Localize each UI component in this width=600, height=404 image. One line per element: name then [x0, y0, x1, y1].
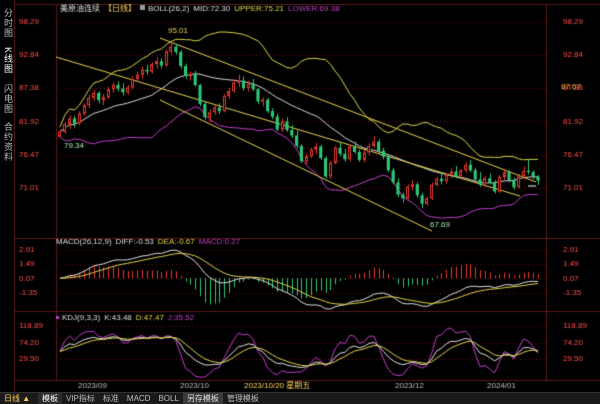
tab-contract-info[interactable]: 合约资料	[3, 122, 13, 162]
boll-button[interactable]: BOLL	[158, 394, 179, 403]
manage-template-button[interactable]: 管理模板	[226, 394, 259, 403]
period-selector[interactable]: 日线 ▲	[4, 394, 31, 403]
vip-indicator-button[interactable]: VIP指标	[66, 394, 95, 403]
bottom-toolbar: 日线 ▲ 模板 VIP指标 标准 MACD BOLL 另存模板 管理模板	[0, 392, 600, 404]
save-template-button[interactable]: 另存模板	[182, 393, 223, 404]
tab-flash[interactable]: 闪电图	[3, 84, 13, 114]
standard-button[interactable]: 标准	[102, 394, 119, 403]
template-button[interactable]: 模板	[38, 393, 62, 404]
tab-timeshare[interactable]: 分时图	[3, 8, 13, 38]
tab-kline[interactable]: K线图	[3, 47, 13, 75]
macd-button[interactable]: MACD	[126, 394, 151, 403]
